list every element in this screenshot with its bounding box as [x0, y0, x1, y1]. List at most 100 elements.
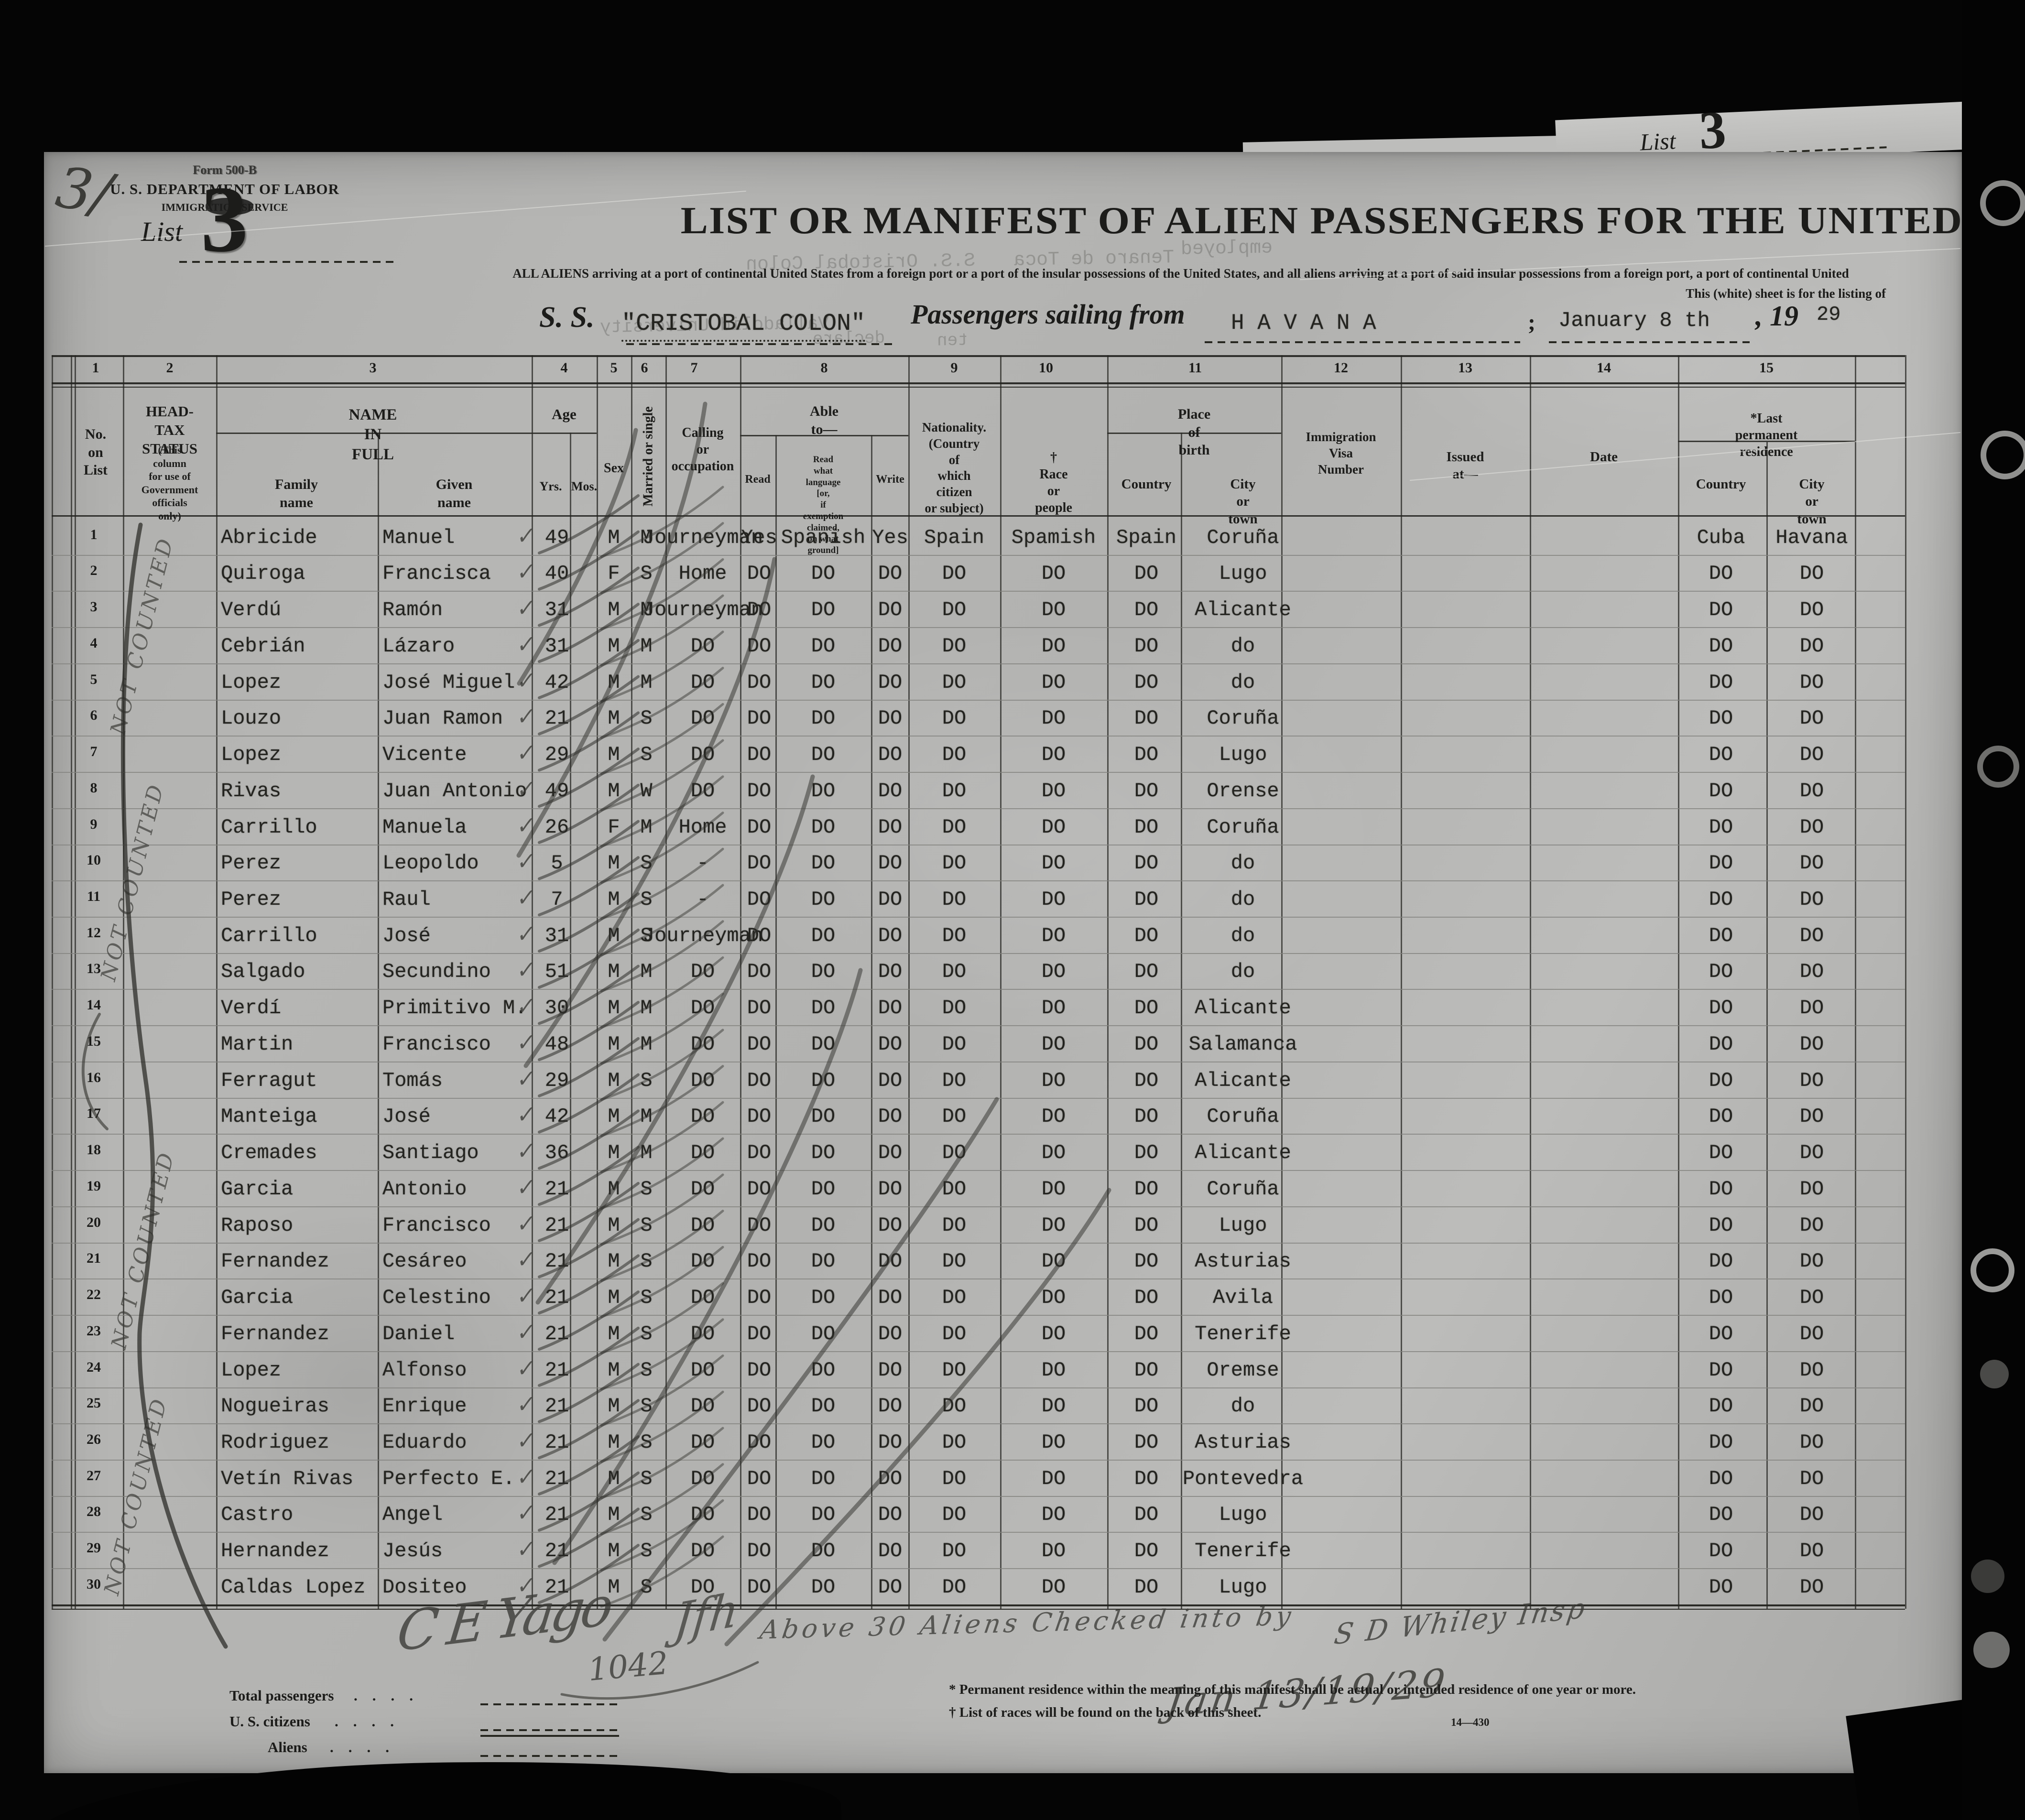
cell-no: 25: [87, 1395, 101, 1411]
cell-rt: DO: [1799, 1322, 1824, 1345]
check-mark: ✓: [513, 594, 536, 622]
cell-bt: Coruña: [1207, 707, 1279, 730]
cell-ra: DO: [1041, 707, 1066, 730]
row-line: [52, 1278, 1905, 1279]
cell-l: DO: [811, 1141, 836, 1164]
check-mark: ✓: [513, 811, 536, 840]
cell-ra: DO: [1041, 1178, 1066, 1201]
cell-l: DO: [811, 1431, 836, 1454]
row-line: [52, 1351, 1905, 1352]
cell-s: M: [608, 1178, 620, 1201]
cell-rc: DO: [1709, 707, 1733, 730]
cell-s: M: [608, 960, 620, 983]
cell-s: M: [608, 1395, 620, 1418]
cell-bt: do: [1230, 960, 1255, 983]
header-label: Issued at—: [1446, 449, 1484, 482]
cell-m: S: [640, 1576, 653, 1599]
cell-bt: Asturias: [1195, 1250, 1291, 1273]
cell-o: DO: [690, 1539, 715, 1562]
cell-bc: DO: [1134, 924, 1159, 947]
cell-rc: DO: [1709, 1359, 1733, 1382]
cell-w: DO: [878, 598, 903, 621]
check-mark: ✓: [513, 557, 536, 586]
cell-r: DO: [747, 1431, 772, 1454]
cell-rc: DO: [1709, 924, 1733, 947]
table-vline: [570, 433, 571, 1609]
ghost-text: Tenaro de Toca: [1013, 247, 1175, 271]
cell-rt: DO: [1799, 1178, 1824, 1201]
cell-s: M: [608, 1069, 620, 1092]
cell-rc: DO: [1709, 1250, 1733, 1273]
cell-g: Daniel: [382, 1322, 455, 1345]
cell-g: Juan Antonio: [382, 780, 527, 802]
cell-f: Castro: [221, 1503, 294, 1526]
header-label: *Last permanent residence: [1735, 411, 1798, 459]
cell-bt: Lugo: [1219, 562, 1267, 585]
cell-bc: DO: [1134, 1214, 1159, 1237]
cell-y: 49: [544, 780, 569, 802]
cell-bt: Coruña: [1207, 816, 1279, 839]
cell-f: Martin: [221, 1033, 294, 1056]
cell-l: DO: [811, 1322, 836, 1345]
cell-o: DO: [690, 997, 715, 1019]
cell-y: 36: [544, 1141, 569, 1164]
cell-w: DO: [878, 1539, 903, 1562]
cell-rc: DO: [1709, 888, 1733, 911]
cell-l: DO: [811, 816, 836, 839]
check-mark: ✓: [513, 1354, 536, 1383]
row-line: [52, 772, 1905, 773]
table-vline: [1107, 355, 1109, 1609]
sailing-label: Passengers sailing from: [911, 299, 1185, 330]
cell-l: DO: [811, 1576, 836, 1599]
table-hline: [52, 515, 1905, 517]
year-prefix: , 19: [1755, 300, 1798, 332]
row-line: [52, 555, 1905, 556]
cell-bc: DO: [1134, 888, 1159, 911]
table-hline: [52, 387, 1905, 388]
cell-f: Abricide: [221, 526, 317, 549]
cell-g: Dositeo: [382, 1576, 467, 1599]
cell-ra: DO: [1041, 1214, 1066, 1237]
cell-ra: DO: [1041, 960, 1066, 983]
cell-g: Vicente: [382, 743, 467, 766]
cell-rt: DO: [1799, 960, 1824, 983]
cell-g: José: [382, 1105, 431, 1128]
table-vline: [1401, 355, 1402, 1609]
check-mark: ✓: [513, 1498, 536, 1527]
cell-w: DO: [878, 1359, 903, 1382]
cell-f: Cebrián: [221, 635, 305, 658]
cell-y: 42: [544, 1105, 569, 1128]
row-line: [52, 1025, 1905, 1026]
cell-rc: DO: [1709, 1576, 1733, 1599]
ship-leader: [626, 343, 894, 345]
cell-bc: DO: [1134, 743, 1159, 766]
page-title: LIST OR MANIFEST OF ALIEN PASSENGERS FOR…: [680, 200, 1963, 242]
cell-rt: DO: [1799, 1431, 1824, 1454]
cell-f: Perez: [221, 888, 282, 911]
cell-w: DO: [878, 1214, 903, 1237]
cell-ra: DO: [1041, 1322, 1066, 1345]
cell-o: DO: [690, 1467, 715, 1490]
cell-g: Santiago: [382, 1141, 479, 1164]
cell-no: 19: [87, 1178, 101, 1194]
cell-bt: Tenerife: [1195, 1539, 1291, 1562]
cell-g: Secundino: [382, 960, 491, 983]
cell-o: DO: [690, 635, 715, 658]
cell-r: DO: [747, 1033, 772, 1056]
column-number: 3: [369, 360, 377, 376]
cell-no: 22: [87, 1287, 101, 1302]
cell-m: S: [640, 1431, 653, 1454]
cell-bt: Pontevedra: [1182, 1467, 1304, 1490]
cell-ra: DO: [1041, 1105, 1066, 1128]
cell-ra: DO: [1041, 1395, 1066, 1418]
cell-o: DO: [690, 1178, 715, 1201]
cell-w: DO: [878, 888, 903, 911]
row-line: [52, 700, 1905, 701]
cell-y: 21: [544, 1322, 569, 1345]
cell-s: M: [608, 1431, 620, 1454]
cell-r: DO: [747, 1069, 772, 1092]
cell-rc: DO: [1709, 562, 1733, 585]
cell-rt: DO: [1799, 1141, 1824, 1164]
cell-w: DO: [878, 1576, 903, 1599]
cell-rt: DO: [1799, 635, 1824, 658]
